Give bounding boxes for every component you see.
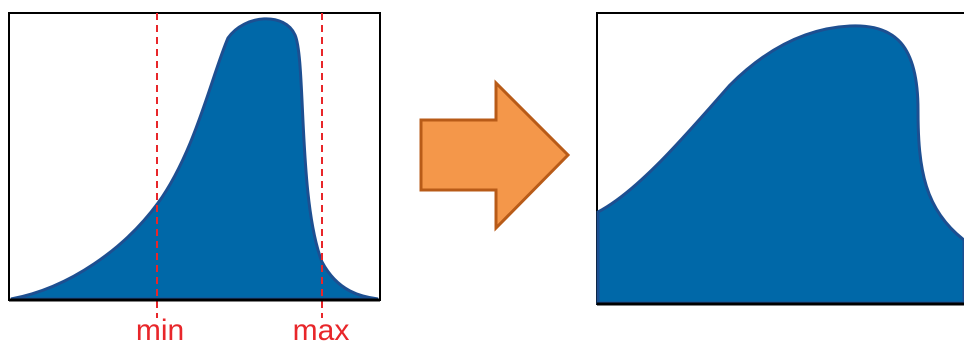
min-label: min [136,314,184,347]
stretched-distribution-curve [596,24,964,305]
original-distribution-curve [10,17,379,301]
right-arrow-icon [419,79,571,232]
original-distribution-panel: min max [8,12,381,347]
max-label: max [293,314,350,347]
stretched-distribution-panel [596,12,964,306]
